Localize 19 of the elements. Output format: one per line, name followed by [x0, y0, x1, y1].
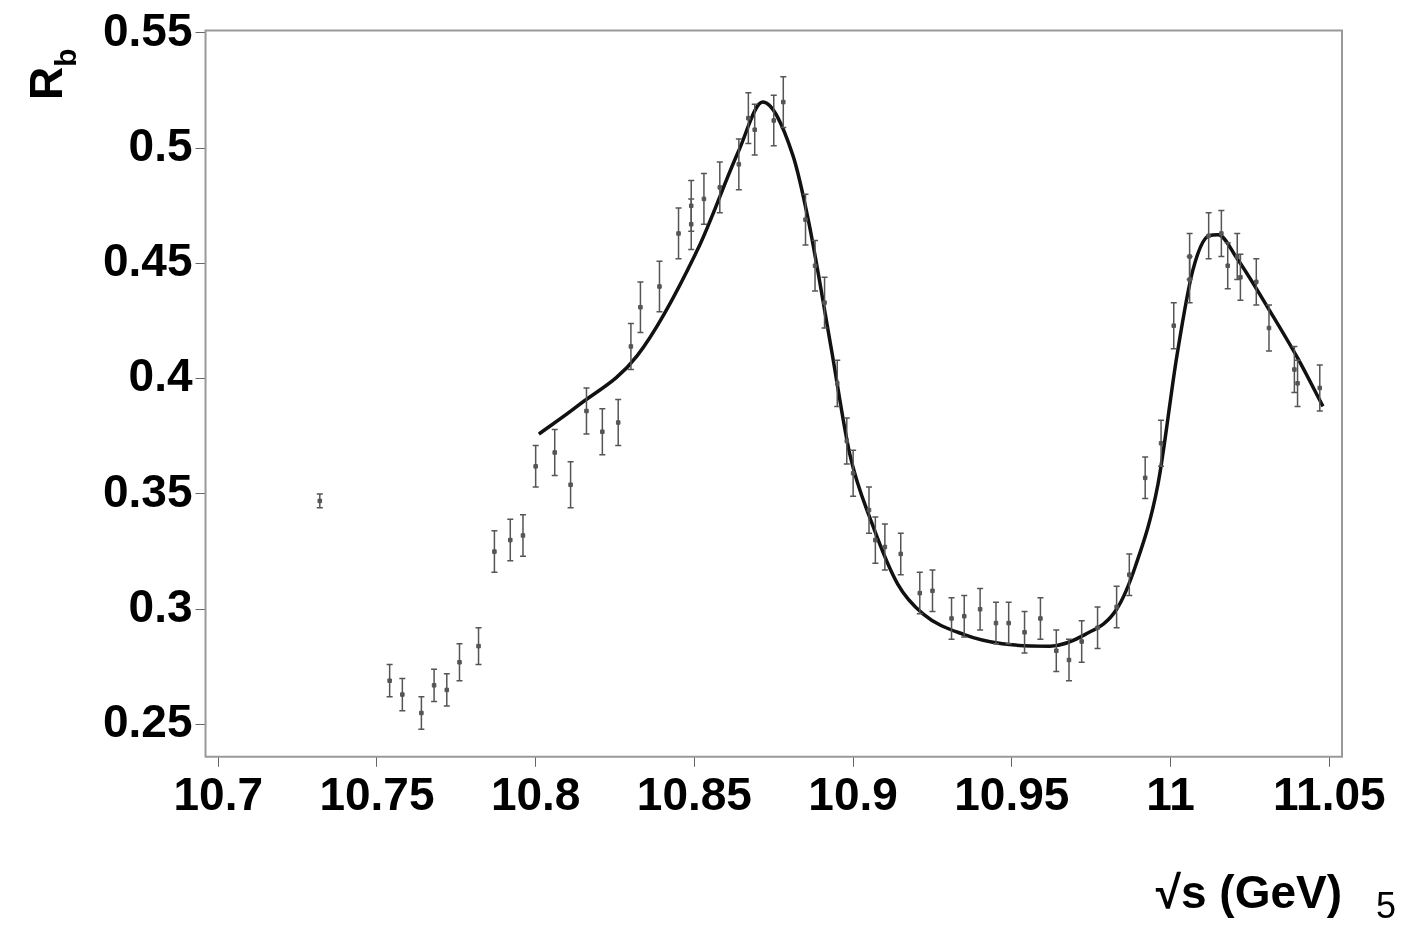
- y-axis-title: Rb: [20, 48, 82, 100]
- text: 5: [1375, 884, 1396, 926]
- x-tick-label: 10.8: [490, 768, 581, 821]
- line-series: [537, 100, 1325, 648]
- x-tick-label: 11.05: [1273, 768, 1386, 821]
- x-tick-label: 10.75: [319, 768, 435, 821]
- x-tick-label: 10.85: [636, 768, 752, 821]
- y-tick-label: 0.35: [103, 464, 193, 517]
- x-tick-label: 10.95: [954, 768, 1070, 821]
- x-tick-label: 10.9: [808, 768, 898, 821]
- y-tick-label: 0.25: [103, 695, 193, 748]
- y-tick-label: 0.5: [128, 118, 193, 171]
- x-tick-label: 10.7: [173, 768, 263, 821]
- y-tick-label: 0.3: [128, 579, 193, 632]
- y-tick-label: 0.4: [128, 349, 193, 402]
- x-axis-title: √s (GeV): [1155, 865, 1342, 918]
- y-tick-label: 0.45: [103, 234, 193, 287]
- y-tick-label: 0.55: [103, 3, 193, 56]
- x-tick-label: 11: [1146, 768, 1195, 821]
